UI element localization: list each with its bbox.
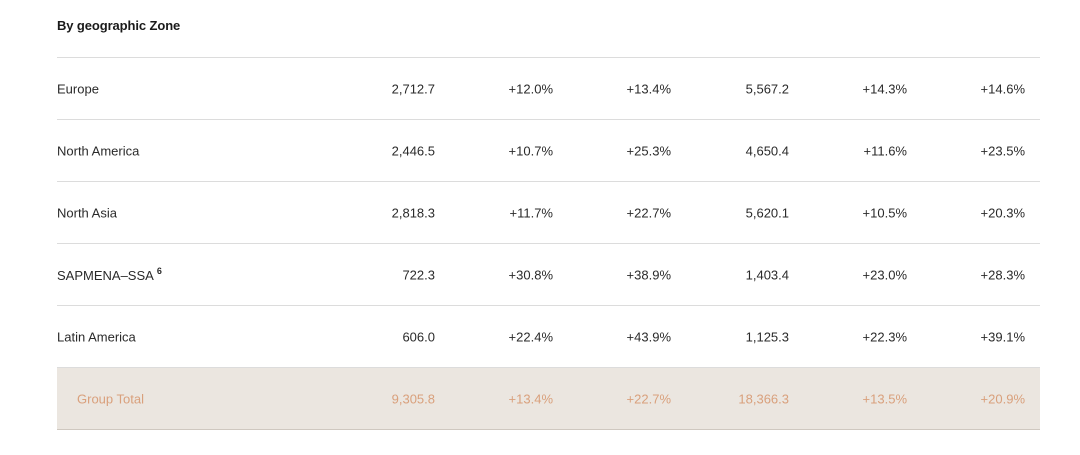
row-label: North America — [57, 143, 140, 158]
cell-value: 2,446.5 — [391, 143, 435, 158]
cell-value: 1,403.4 — [745, 267, 789, 282]
cell-value: 2,712.7 — [391, 81, 435, 96]
table-row: Latin America 606.0 +22.4% +43.9% 1,125.… — [57, 306, 1040, 368]
total-row: Group Total 9,305.8 +13.4% +22.7% 18,366… — [57, 368, 1040, 430]
cell-value: +14.6% — [980, 81, 1025, 96]
cell-value: 5,620.1 — [745, 205, 789, 220]
cell-value: +38.9% — [626, 267, 671, 282]
cell-value: +13.4% — [626, 81, 671, 96]
cell-value: +10.5% — [862, 205, 907, 220]
geographic-zone-table: Europe 2,712.7 +12.0% +13.4% 5,567.2 +14… — [57, 57, 1040, 430]
cell-value: 722.3 — [402, 267, 435, 282]
row-label: SAPMENA–SSA 6 — [57, 265, 162, 283]
total-value: +22.7% — [626, 391, 671, 406]
table-row: SAPMENA–SSA 6 722.3 +30.8% +38.9% 1,403.4… — [57, 244, 1040, 306]
table-row: Europe 2,712.7 +12.0% +13.4% 5,567.2 +14… — [57, 58, 1040, 120]
total-value: +20.9% — [980, 391, 1025, 406]
table-row: North America 2,446.5 +10.7% +25.3% 4,65… — [57, 120, 1040, 182]
cell-value: 1,125.3 — [745, 329, 789, 344]
cell-value: +14.3% — [862, 81, 907, 96]
row-label: Europe — [57, 81, 99, 96]
cell-value: +11.7% — [509, 205, 554, 220]
cell-value: +30.8% — [508, 267, 553, 282]
total-value: +13.4% — [508, 391, 553, 406]
total-value: 18,366.3 — [738, 391, 789, 406]
row-label: North Asia — [57, 205, 117, 220]
footnote-marker[interactable]: 6 — [156, 265, 162, 276]
cell-value: 4,650.4 — [745, 143, 789, 158]
table-row: North Asia 2,818.3 +11.7% +22.7% 5,620.1… — [57, 182, 1040, 244]
cell-value: +22.4% — [508, 329, 553, 344]
cell-value: +43.9% — [626, 329, 671, 344]
cell-value: +22.3% — [862, 329, 907, 344]
cell-value: +23.5% — [980, 143, 1025, 158]
cell-value: +22.7% — [626, 205, 671, 220]
cell-value: +39.1% — [980, 329, 1025, 344]
total-label: Group Total — [77, 391, 144, 406]
cell-value: +10.7% — [508, 143, 553, 158]
cell-value: 5,567.2 — [745, 81, 789, 96]
total-value: 9,305.8 — [391, 391, 435, 406]
cell-value: +28.3% — [980, 267, 1025, 282]
cell-value: +23.0% — [862, 267, 907, 282]
total-value: +13.5% — [862, 391, 907, 406]
cell-value: 2,818.3 — [391, 205, 435, 220]
cell-value: +25.3% — [626, 143, 671, 158]
cell-value: +12.0% — [508, 81, 553, 96]
cell-value: +11.6% — [863, 143, 908, 158]
row-label: Latin America — [57, 329, 136, 344]
section-title: By geographic Zone — [57, 18, 181, 33]
cell-value: +20.3% — [980, 205, 1025, 220]
cell-value: 606.0 — [402, 329, 435, 344]
